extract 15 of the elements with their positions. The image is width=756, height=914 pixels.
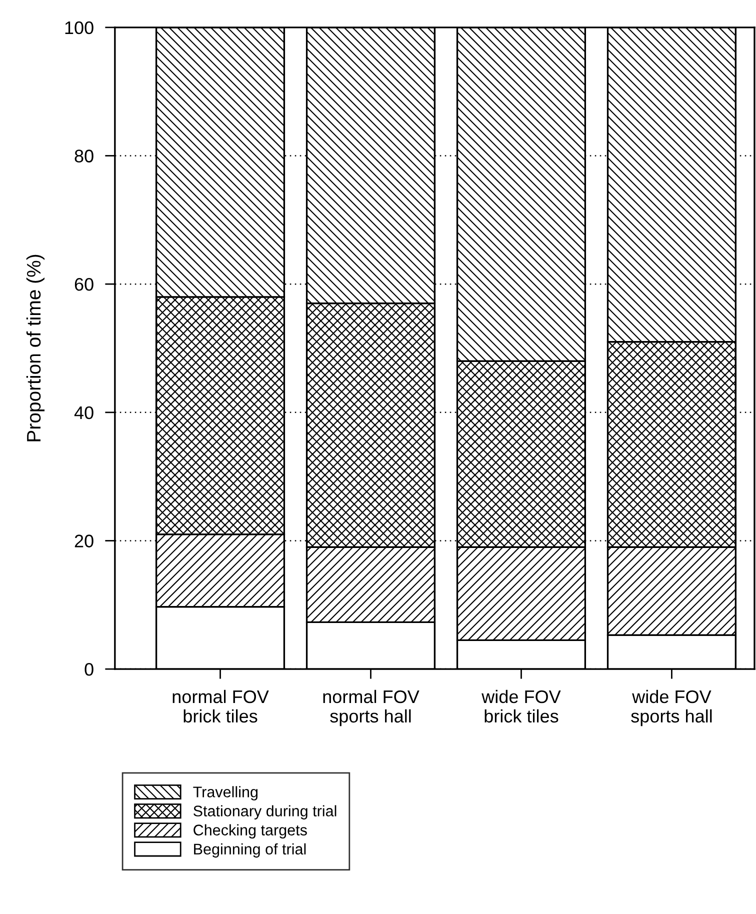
legend-label: Beginning of trial bbox=[194, 843, 306, 858]
y-axis-title: Proportion of time (%) bbox=[26, 254, 45, 442]
y-tick-label: 80 bbox=[74, 150, 94, 162]
legend-label: Stationary during trial bbox=[194, 805, 336, 820]
y-tick-label: 20 bbox=[74, 534, 94, 548]
y-tick-label: 60 bbox=[74, 278, 94, 291]
y-tick-label: 100 bbox=[65, 21, 94, 34]
x-tick-label: normal FOV brick tiles bbox=[172, 690, 269, 723]
x-tick-label: wide FOV brick tiles bbox=[482, 690, 561, 723]
y-tick-label: 0 bbox=[84, 662, 94, 676]
x-tick-label: wide FOV sports hall bbox=[631, 690, 712, 726]
legend-label: Travelling bbox=[193, 786, 258, 800]
y-tick-label: 40 bbox=[74, 406, 94, 420]
x-tick-label: normal FOV sports hall bbox=[323, 690, 420, 726]
legend-label: Checking targets bbox=[194, 824, 307, 839]
